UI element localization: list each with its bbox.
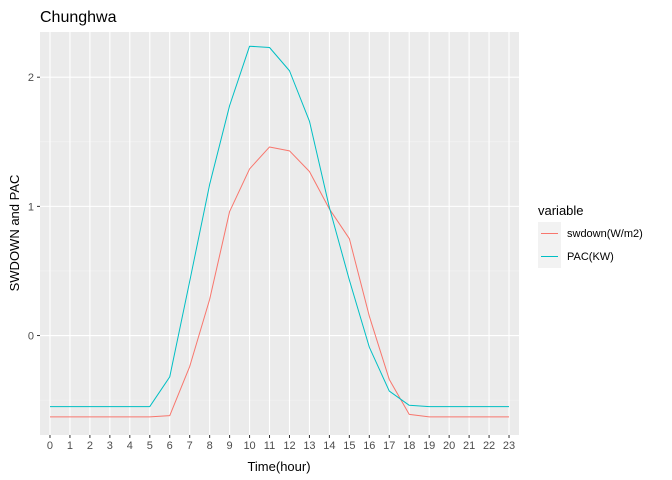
y-tick-label: 0: [28, 331, 34, 343]
x-tick-label: 5: [147, 440, 153, 452]
x-axis-title: Time(hour): [247, 459, 310, 474]
legend-items: swdown(W/m2) PAC(KW): [538, 222, 643, 268]
legend-label: PAC(KW): [567, 251, 614, 263]
x-tick-label: 6: [167, 440, 173, 452]
grid-major: [40, 32, 519, 435]
grid-minor: [40, 141, 519, 401]
x-tick-label: 23: [503, 440, 515, 452]
panel-background: [40, 32, 519, 435]
series-line-swdown: [49, 146, 510, 418]
y-tick-label: 1: [28, 201, 34, 213]
x-tick-label: 1: [67, 440, 73, 452]
y-axis-title: SWDOWN and PAC: [7, 175, 22, 292]
x-tick-label: 11: [264, 440, 275, 452]
x-tick-label: 21: [463, 440, 475, 452]
legend-title: variable: [538, 203, 584, 218]
y-axis-ticks: 0 1 2: [28, 72, 40, 343]
x-tick-label: 10: [243, 440, 255, 452]
x-tick-label: 14: [323, 440, 335, 452]
x-tick-label: 16: [363, 440, 375, 452]
x-tick-label: 18: [403, 440, 415, 452]
x-tick-label: 20: [443, 440, 455, 452]
x-tick-label: 8: [207, 440, 213, 452]
x-tick-label: 19: [423, 440, 435, 452]
y-tick-label: 2: [28, 72, 34, 84]
x-tick-label: 7: [187, 440, 193, 452]
chart-title: Chunghwa: [40, 9, 117, 26]
x-axis-ticks: 0 1 2 3 4 5 6 7 8 9 10 11 12 13 14 15 16 17 18 19 20 21 22 23: [47, 435, 515, 452]
x-tick-label: 17: [383, 440, 395, 452]
x-tick-label: 22: [483, 440, 495, 452]
x-tick-label: 2: [87, 440, 93, 452]
x-tick-label: 4: [127, 440, 133, 452]
x-tick-label: 13: [303, 440, 315, 452]
x-tick-label: 0: [47, 440, 53, 452]
x-tick-label: 9: [227, 440, 233, 452]
series-lines: [49, 45, 510, 418]
legend-label: swdown(W/m2): [567, 228, 643, 240]
series-line-pac: [49, 45, 510, 408]
x-tick-label: 3: [107, 440, 113, 452]
x-tick-label: 12: [283, 440, 295, 452]
legend: variable swdown(W/m2) PAC(KW): [538, 203, 643, 268]
x-tick-label: 15: [343, 440, 355, 452]
